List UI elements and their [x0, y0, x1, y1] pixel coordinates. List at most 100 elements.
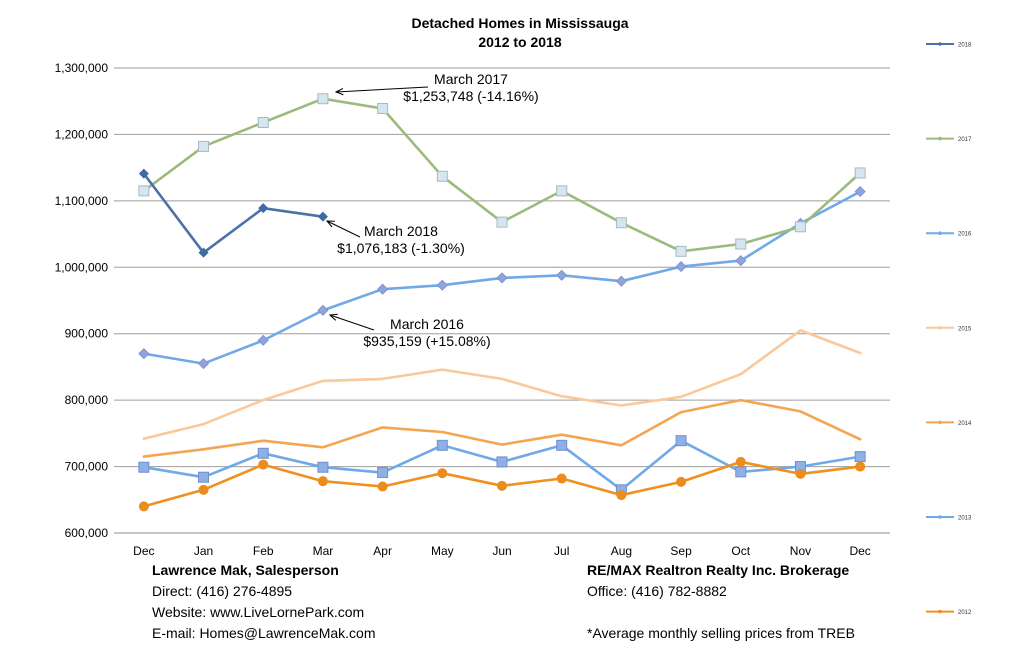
data-point — [257, 116, 269, 128]
annotation-arrow — [336, 86, 429, 92]
legend-marker — [938, 136, 942, 141]
data-point — [317, 304, 329, 316]
data-point — [496, 456, 508, 468]
series-line-2018 — [142, 172, 325, 254]
data-point — [496, 216, 508, 228]
data-point — [794, 221, 806, 233]
x-tick-label: Sep — [670, 544, 692, 558]
annotation-title: March 2017 — [434, 71, 508, 87]
x-tick-label: Jan — [194, 544, 213, 558]
y-tick-label: 1,300,000 — [55, 61, 109, 75]
x-tick-label: Aug — [611, 544, 632, 558]
annotation-value: $1,076,183 (-1.30%) — [337, 240, 465, 256]
data-point — [258, 203, 269, 214]
x-tick-label: Dec — [133, 544, 154, 558]
data-point — [615, 217, 627, 229]
data-point — [257, 334, 269, 346]
x-tick-label: Jul — [554, 544, 569, 558]
annotation-title: March 2016 — [390, 316, 464, 332]
data-point — [556, 473, 567, 484]
data-point — [735, 466, 747, 478]
legend-label: 2016 — [958, 232, 972, 238]
y-tick-label: 700,000 — [65, 460, 109, 474]
data-point — [497, 480, 507, 491]
legend-label: 2015 — [958, 326, 972, 332]
data-point — [675, 245, 687, 257]
data-point — [854, 185, 866, 198]
annotation-arrow — [327, 221, 361, 238]
agent-name: Lawrence Mak, Salesperson — [152, 562, 339, 578]
agent-direct-phone: Direct: (416) 276-4895 — [152, 583, 293, 599]
legend-marker — [938, 326, 942, 330]
data-point — [855, 461, 866, 472]
annotation-2016: March 2016$935,159 (+15.08%) — [330, 315, 491, 349]
data-point — [377, 481, 388, 492]
data-point — [556, 185, 568, 197]
data-point — [138, 185, 150, 197]
x-tick-label: Apr — [373, 544, 392, 558]
series-line-2017 — [142, 97, 862, 253]
legend-label: 2014 — [958, 421, 972, 427]
data-point — [377, 283, 389, 295]
agent-website: Website: www.LiveLornePark.com — [152, 604, 365, 620]
legend-entry-2016: 2016 — [926, 231, 972, 238]
data-point — [556, 439, 568, 451]
annotation-value: $1,253,748 (-14.16%) — [403, 88, 538, 104]
data-source-note: *Average monthly selling prices from TRE… — [587, 625, 855, 641]
legend-label: 2017 — [958, 137, 972, 143]
brokerage-office-phone: Office: (416) 782-8882 — [587, 583, 727, 599]
y-tick-label: 1,000,000 — [55, 260, 109, 274]
data-point — [676, 476, 687, 487]
legend-label: 2018 — [958, 43, 972, 49]
x-tick-label: Mar — [313, 544, 334, 558]
data-point — [436, 279, 448, 291]
x-tick-label: Oct — [731, 544, 750, 558]
chart-subtitle: 2012 to 2018 — [478, 34, 562, 50]
legend-marker — [938, 231, 942, 235]
data-point — [198, 471, 210, 483]
data-point — [317, 211, 328, 222]
y-tick-label: 800,000 — [65, 393, 109, 407]
data-point — [556, 269, 568, 281]
legend-entry-2014: 2014 — [926, 420, 972, 427]
x-tick-label: Nov — [790, 544, 811, 558]
legend-entry-2012: 2012 — [926, 609, 972, 616]
data-point — [257, 447, 269, 459]
annotation-value: $935,159 (+15.08%) — [363, 333, 490, 349]
legend-marker — [938, 515, 942, 519]
annotation-title: March 2018 — [364, 223, 438, 239]
x-tick-label: Dec — [849, 544, 870, 558]
annotation-2017: March 2017$1,253,748 (-14.16%) — [336, 71, 539, 104]
brokerage-block: RE/MAX Realtron Realty Inc. Brokerage Of… — [587, 560, 855, 644]
data-point — [138, 168, 149, 179]
y-tick-label: 600,000 — [65, 526, 109, 540]
data-point — [317, 93, 329, 105]
x-tick-label: Feb — [253, 544, 274, 558]
data-point — [854, 451, 866, 463]
x-tick-label: May — [431, 544, 454, 558]
data-point — [436, 439, 448, 451]
data-point — [616, 490, 627, 501]
data-point — [377, 103, 389, 115]
y-tick-label: 900,000 — [65, 327, 109, 341]
data-point — [437, 468, 448, 479]
data-point — [317, 476, 328, 487]
data-point — [854, 167, 866, 179]
legend-marker — [938, 42, 942, 46]
data-point — [735, 238, 747, 250]
annotation-arrow — [330, 315, 375, 331]
data-point — [436, 170, 448, 182]
legend-marker — [938, 420, 942, 425]
legend-label: 2013 — [958, 516, 972, 522]
legend-entry-2017: 2017 — [926, 136, 972, 143]
data-point — [615, 275, 627, 287]
chart-title: Detached Homes in Mississauga — [411, 15, 629, 31]
data-point — [198, 484, 209, 495]
data-point — [795, 468, 806, 479]
data-point — [675, 435, 687, 447]
data-point — [138, 461, 150, 473]
series-line-2014 — [142, 398, 862, 458]
legend-marker — [938, 609, 942, 614]
data-point — [138, 348, 150, 360]
